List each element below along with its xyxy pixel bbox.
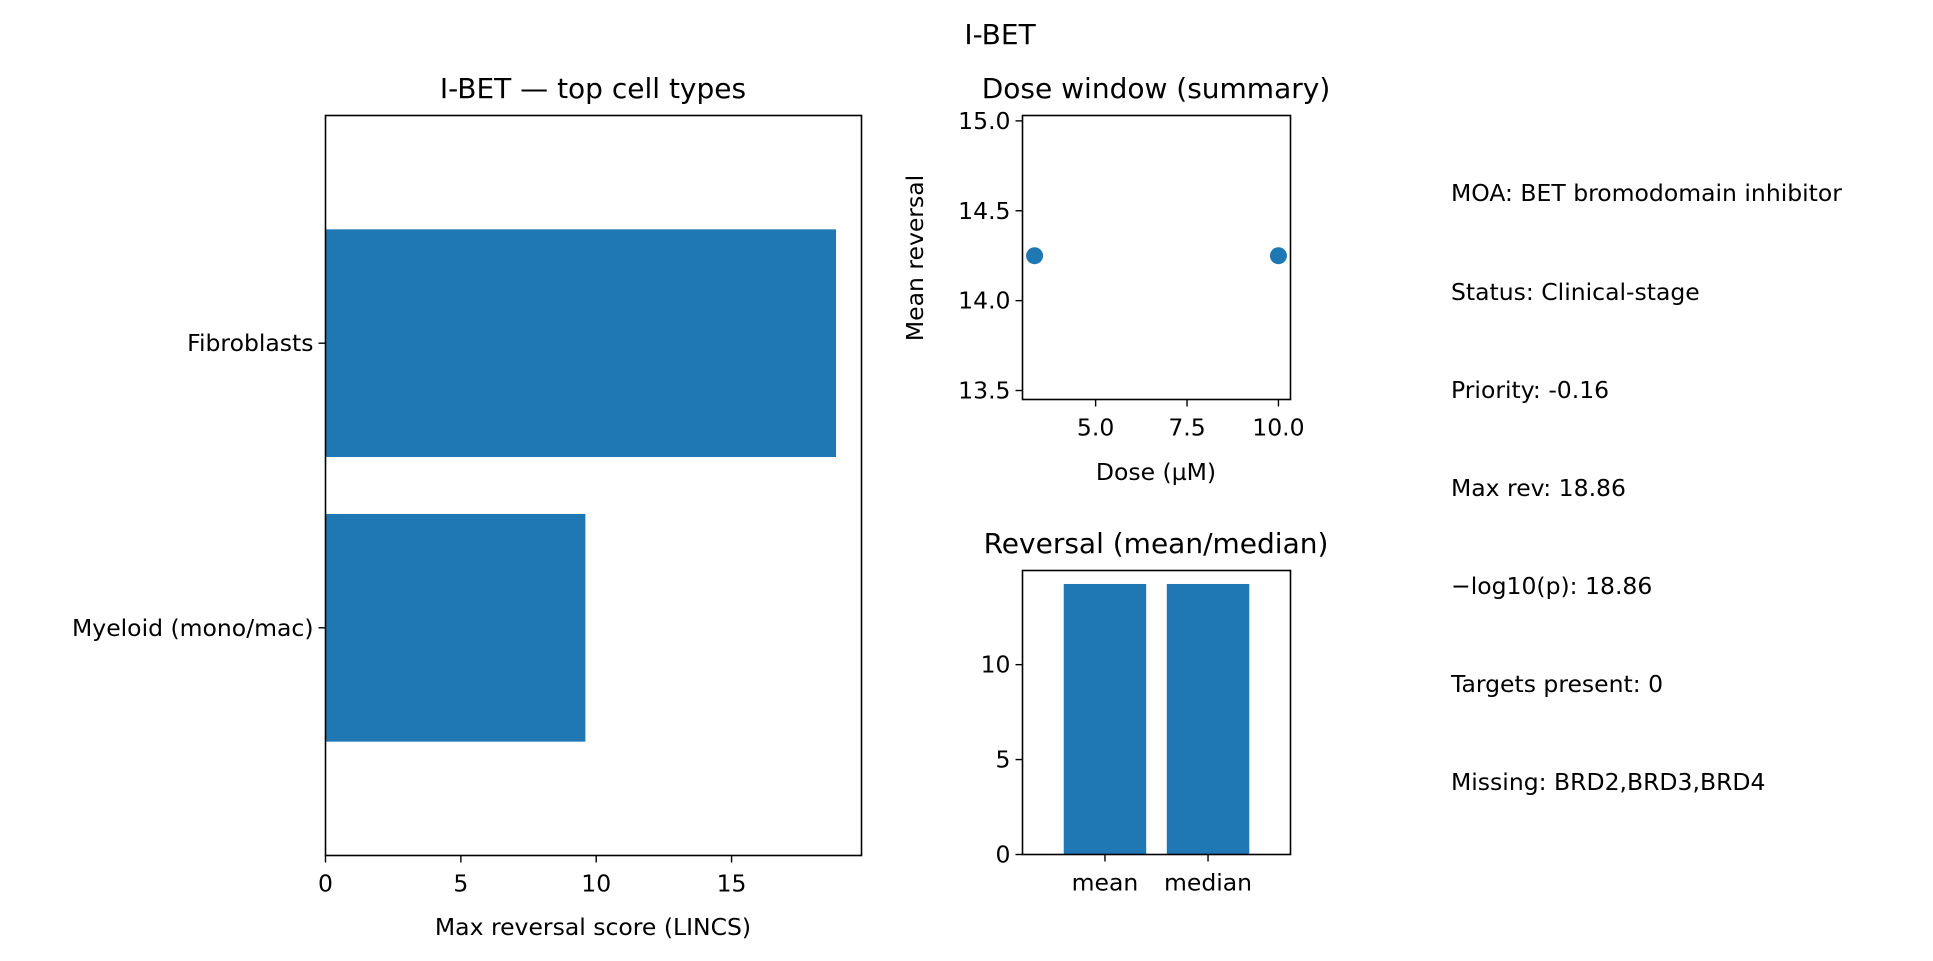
dose-window-y-axis-label: Mean reversal: [901, 175, 929, 341]
cell-types-plot-frame: [324, 114, 863, 857]
y-tick-label: 14.0: [958, 287, 1010, 315]
x-tick-label: 10.0: [1252, 414, 1304, 442]
y-tick-label: 10: [981, 651, 1011, 679]
status-text: Status: Clinical-stage: [1451, 277, 1700, 306]
y-tick-label: 15.0: [958, 107, 1010, 135]
neg-log-p-text: −log10(p): 18.86: [1451, 571, 1653, 600]
y-tick-label: 14.5: [958, 197, 1010, 225]
x-tick-label-median: median: [1164, 869, 1252, 897]
dose-window-plot-frame: [1021, 114, 1292, 401]
dose-window-y-ticks: 13.5 14.0 14.5 15.0: [958, 107, 1023, 405]
missing-targets-text: Missing: BRD2,BRD3,BRD4: [1451, 768, 1766, 797]
scatter-point: [1269, 247, 1287, 265]
bar-median: [1166, 583, 1250, 855]
dose-window-chart-title: Dose window (summary): [982, 72, 1331, 105]
bar-fibroblasts: [325, 229, 837, 458]
x-tick-label: 10: [581, 870, 611, 898]
reversal-y-ticks: 0 5 10: [981, 651, 1023, 869]
reversal-chart: Reversal (mean/median) 0 5 10 mean median: [981, 527, 1329, 897]
bar-mean: [1063, 583, 1147, 855]
y-tick-label: 0: [996, 841, 1011, 869]
y-tick-label-myeloid-mono-mac: Myeloid (mono/mac): [72, 614, 313, 642]
max-rev-text: Max rev: 18.86: [1451, 473, 1626, 502]
reversal-bars: [1063, 583, 1250, 855]
figure-title: I-BET: [964, 18, 1036, 51]
reversal-chart-title: Reversal (mean/median): [984, 527, 1329, 560]
y-tick-label-fibroblasts: Fibroblasts: [187, 329, 313, 357]
drug-info-panel: MOA: BET bromodomain inhibitor Status: C…: [1451, 112, 1842, 831]
targets-present-text: Targets present: 0: [1451, 669, 1664, 698]
moa-text: MOA: BET bromodomain inhibitor: [1451, 179, 1842, 208]
cell-types-x-axis-label: Max reversal score (LINCS): [435, 913, 751, 941]
cell-types-x-ticks: 0 5 10 15: [318, 855, 747, 898]
reversal-x-ticks: mean median: [1072, 854, 1252, 897]
y-tick-label: 5: [996, 746, 1011, 774]
x-tick-label: 5.0: [1077, 414, 1114, 442]
dose-window-x-ticks: 5.0 7.5 10.0: [1077, 399, 1305, 442]
cell-types-chart: I-BET — top cell types Fibroblasts Myeloi…: [72, 72, 863, 941]
y-tick-label: 13.5: [958, 377, 1010, 405]
cell-types-y-ticks: Fibroblasts Myeloid (mono/mac): [72, 329, 326, 642]
dose-window-x-axis-label: Dose (µM): [1096, 458, 1216, 486]
x-tick-label: 0: [318, 870, 333, 898]
x-tick-label: 5: [453, 870, 468, 898]
cell-types-bars: [325, 229, 837, 742]
reversal-plot-frame: [1021, 569, 1292, 856]
dose-window-chart: Dose window (summary) 13.5 14.0 14.5 15.0 5…: [901, 72, 1330, 486]
x-tick-label: 7.5: [1168, 414, 1205, 442]
dose-window-points: [1026, 247, 1287, 265]
x-tick-label-mean: mean: [1072, 869, 1139, 897]
scatter-point: [1026, 247, 1044, 265]
x-tick-label: 15: [717, 870, 747, 898]
bar-myeloid-mono-mac: [325, 513, 586, 742]
cell-types-chart-title: I-BET — top cell types: [440, 72, 746, 105]
priority-text: Priority: -0.16: [1451, 375, 1610, 404]
